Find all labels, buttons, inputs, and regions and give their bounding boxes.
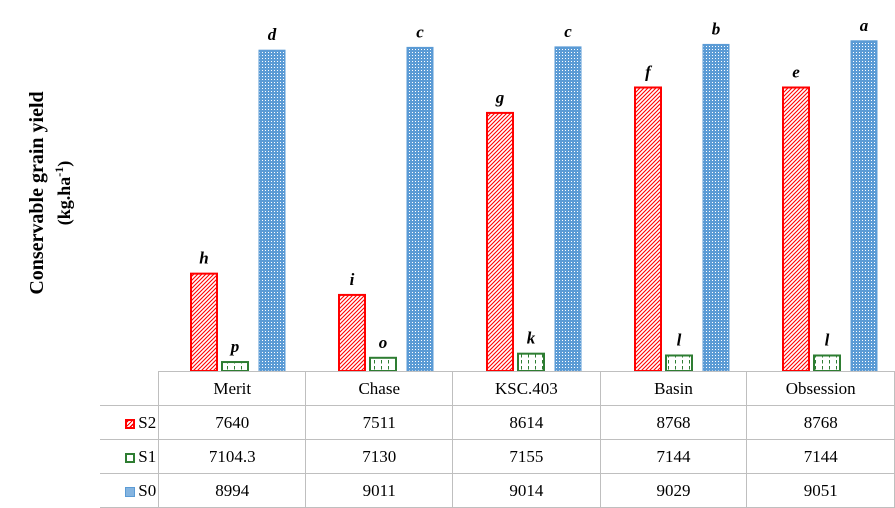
- bar-s1-ksc-403: [517, 352, 545, 372]
- bar-s2-basin: [634, 86, 662, 372]
- value-cell: 9011: [305, 473, 454, 508]
- table-row: S1 7104.3 7130 7155 7144 7144: [100, 439, 895, 474]
- bar-s1-obsession: [813, 354, 841, 372]
- legend-swatch: [125, 452, 136, 463]
- legend-swatch: [125, 486, 136, 497]
- category-label: KSC.403: [452, 371, 601, 406]
- significance-letter: i: [350, 270, 355, 289]
- table-row: S2 7640 7511 8614 8768 8768: [100, 405, 895, 440]
- significance-letter: k: [527, 329, 536, 348]
- significance-letter: a: [860, 16, 869, 35]
- significance-letter: b: [712, 19, 721, 38]
- category-label: Basin: [599, 371, 748, 406]
- y-axis-unit: (kg.ha: [54, 177, 75, 226]
- bar-s0-merit: [258, 49, 286, 372]
- bar-s2-merit: [190, 272, 218, 372]
- legend-swatch: [125, 418, 136, 429]
- y-axis-label: Conservable grain yield (kg.ha-1): [26, 91, 75, 294]
- category-label: Chase: [305, 371, 454, 406]
- value-cell: 7144: [599, 439, 748, 474]
- value-cell: 8768: [746, 405, 895, 440]
- bar-s0-ksc-403: [554, 46, 582, 372]
- value-cell: 9014: [452, 473, 601, 508]
- bar-s1-basin: [665, 354, 693, 372]
- legend-label: S2: [138, 412, 157, 432]
- y-axis-unit-sup: -1: [52, 167, 66, 177]
- significance-letters-group: h i g f e p o k l l d c c b a: [199, 16, 868, 356]
- bars-group: [190, 40, 878, 372]
- significance-letter: l: [677, 330, 682, 349]
- value-cell: 7155: [452, 439, 601, 474]
- value-cell: 7104.3: [158, 439, 307, 474]
- value-cell: 8768: [599, 405, 748, 440]
- significance-letter: l: [825, 330, 830, 349]
- significance-letter: c: [416, 22, 424, 41]
- value-cell: 7144: [746, 439, 895, 474]
- category-label: Merit: [158, 371, 307, 406]
- value-cell: 8614: [452, 405, 601, 440]
- significance-letter: f: [645, 62, 653, 81]
- bar-s2-chase: [338, 293, 366, 372]
- y-axis-title: Conservable grain yield: [26, 91, 48, 294]
- significance-letter: h: [199, 249, 208, 268]
- value-cell: 7640: [158, 405, 307, 440]
- svg-text:Conservable grain yield: Conservable grain yield: [26, 91, 48, 294]
- significance-letter: p: [229, 337, 240, 356]
- svg-text:(kg.ha-1): (kg.ha-1): [52, 161, 75, 226]
- table-row: S0 8994 9011 9014 9029 9051: [100, 473, 895, 508]
- value-cell: 7130: [305, 439, 454, 474]
- y-axis-unit-close: ): [54, 161, 75, 167]
- data-table: Merit Chase KSC.403 Basin Obsession S2 7640 751…: [100, 371, 895, 508]
- bar-s0-basin: [702, 43, 730, 372]
- value-cell: 7511: [305, 405, 454, 440]
- legend-label: S1: [138, 446, 157, 466]
- table-corner: [100, 371, 160, 406]
- bar-chart: h i g f e p o k l l d c c b a: [190, 16, 878, 372]
- bar-s0-obsession: [850, 40, 878, 372]
- legend-entry: S2: [100, 405, 160, 440]
- significance-letter: o: [379, 333, 388, 352]
- significance-letter: c: [564, 22, 572, 41]
- value-cell: 8994: [158, 473, 307, 508]
- significance-letter: e: [792, 62, 800, 81]
- significance-letter: d: [268, 25, 277, 44]
- value-cell: 9051: [746, 473, 895, 508]
- legend-entry: S1: [100, 439, 160, 474]
- bar-s2-ksc-403: [486, 111, 514, 372]
- value-cell: 9029: [599, 473, 748, 508]
- bar-s0-chase: [406, 46, 434, 372]
- bar-s1-merit: [221, 361, 249, 372]
- bar-s2-obsession: [782, 86, 810, 372]
- category-label: Obsession: [746, 371, 895, 406]
- significance-letter: g: [495, 88, 505, 107]
- legend-entry: S0: [100, 473, 160, 508]
- bar-s1-chase: [369, 356, 397, 372]
- legend-label: S0: [138, 480, 157, 500]
- table-header-row: Merit Chase KSC.403 Basin Obsession: [100, 371, 895, 406]
